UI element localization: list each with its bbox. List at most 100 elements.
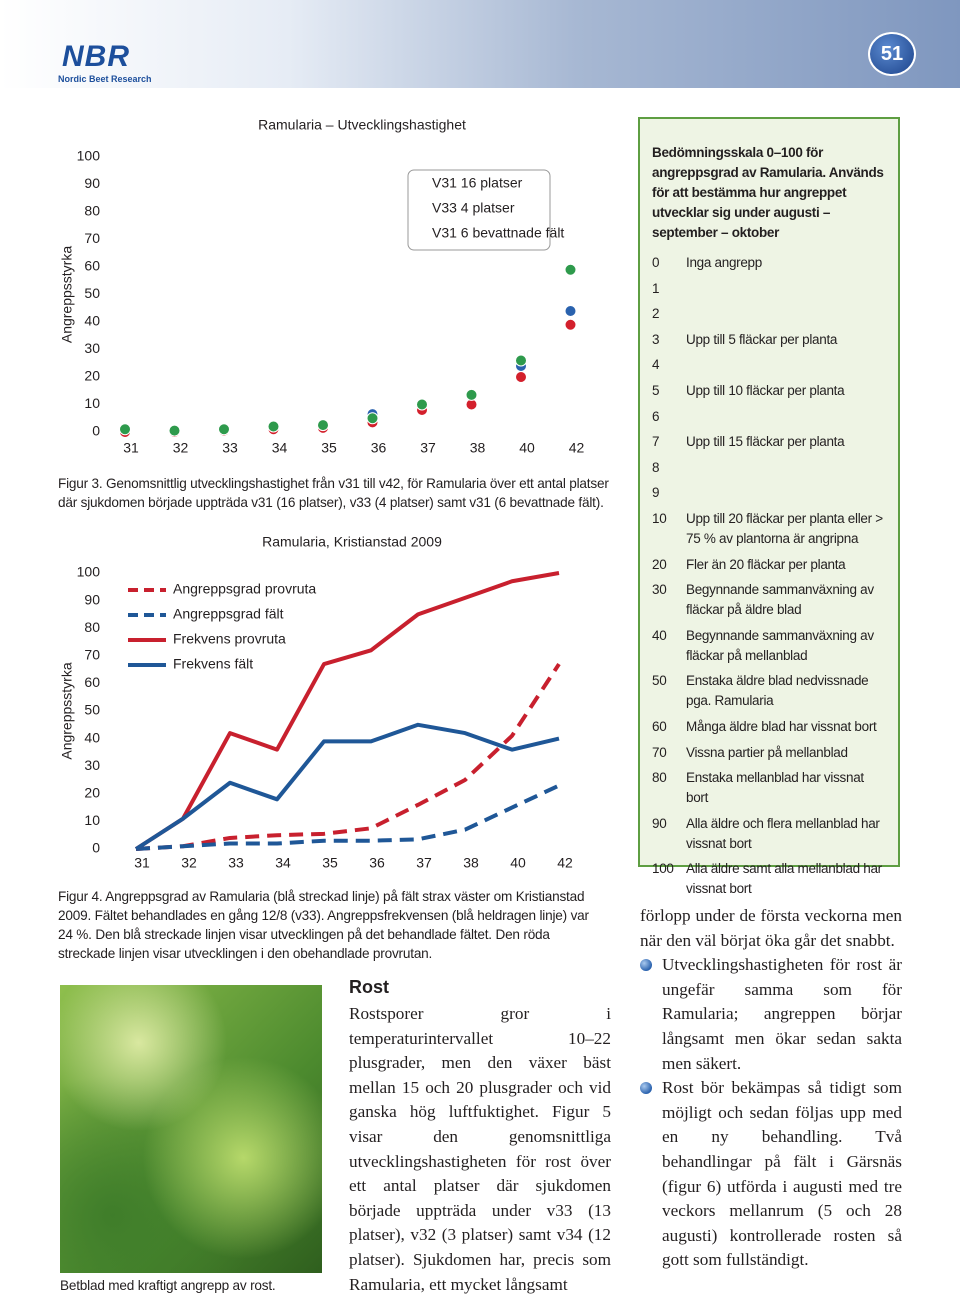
description: Alla äldre samt alla mellanblad har viss… [686,861,882,897]
y-tick-label: 20 [84,785,100,801]
y-tick-label: 90 [84,175,100,191]
score: 5 [652,382,660,398]
y-tick-label: 50 [84,702,100,718]
table-row: 80 Enstaka mellanblad har vissnat bort [652,768,886,814]
score: 7 [652,434,660,450]
x-tick-label: 32 [181,855,197,871]
table-row: 0 Inga angrepp [652,253,886,279]
data-point [416,398,428,411]
table-row: 8 [652,458,886,484]
y-tick-label: 40 [84,729,100,745]
score: 50 [652,673,667,689]
score: 1 [652,280,660,296]
score: 8 [652,459,660,475]
data-point [465,388,478,401]
table-row: 70 Vissna partier på mellanblad [652,743,886,769]
table-row: 100 Alla äldre samt alla mellanblad har v… [652,859,886,905]
score: 4 [652,357,660,373]
description: Upp till 10 fläckar per planta [686,382,845,398]
y-tick-label: 70 [84,230,100,246]
data-point [168,424,181,437]
legend-label: V31 16 platser [432,175,523,191]
legend-box [407,169,551,251]
legend-label: Frekvens fält [173,656,253,672]
table-row: 4 [652,355,886,381]
body-text: Rostsporer gror i temperaturintervallet … [349,1004,611,1294]
table-row: 20 Fler än 20 fläckar per planta [652,555,886,581]
x-tick-label: 31 [123,440,139,456]
photo [60,985,322,1273]
table-row: 7 Upp till 15 fläckar per planta [652,432,886,458]
score: 20 [652,556,667,572]
x-tick-label: 34 [275,855,291,871]
x-tick-label: 32 [173,440,189,456]
figure-caption: Figur 4. Angreppsgrad av Ramularia (blå … [58,889,589,961]
x-tick-label: 40 [519,440,535,456]
description: Många äldre blad har vissnat bort [686,718,877,734]
data-line [135,783,560,851]
logo: NBR [62,40,130,73]
y-tick-label: 90 [84,591,100,607]
description: Upp till 5 fläckar per planta [686,331,838,347]
data-point [317,419,329,432]
x-tick-label: 38 [470,440,486,456]
x-tick-label: 34 [272,440,288,456]
score: 80 [652,770,667,786]
bullet: Utvecklingshastigheten för rost är ungef… [640,953,902,1076]
score: 2 [652,306,660,322]
data-line [135,662,561,851]
description: Fler än 20 fläckar per planta [686,556,846,572]
y-tick-label: 60 [84,674,100,690]
x-tick-label: 37 [416,855,432,871]
score: 6 [652,408,660,424]
legend-label: V31 6 bevattnade fält [432,225,564,241]
description: Upp till 15 fläckar per planta [686,434,845,450]
charts: Ramularia – Utvecklingshastighet Angrepps… [59,117,585,871]
y-tick-label: 30 [84,340,100,356]
table-row: 5 Upp till 10 fläckar per planta [652,381,886,407]
description: Enstaka äldre blad nedvissnade pga. Ramu… [686,673,869,709]
y-tick-label: 10 [84,812,100,828]
y-axis-label: Angreppsstyrka [59,662,75,759]
x-tick-label: 35 [322,855,338,871]
y-tick-label: 80 [84,203,100,219]
scale-table: Bedömningsskala 0–100 för angreppsgrad a… [638,117,900,896]
y-tick-label: 60 [84,258,100,274]
table-title: Bedömningsskala 0–100 för angreppsgrad a… [652,145,884,240]
table-row: 30 Begynnande sammanväxning av fläckar på… [652,580,886,626]
data-point [119,423,131,436]
x-tick-label: 42 [569,440,585,456]
legend-label: Frekvens provruta [173,631,286,647]
data-line [134,722,560,851]
data-point [515,354,527,367]
x-tick-label: 33 [222,440,238,456]
x-tick-label: 38 [463,855,479,871]
y-tick-label: 40 [84,313,100,329]
x-tick-label: 33 [228,855,244,871]
figure-caption: Figur 3. Genomsnittlig utvecklingshastig… [58,476,609,510]
data-point [515,371,527,383]
y-tick-label: 20 [84,368,100,384]
score: 40 [652,627,667,643]
x-tick-label: 36 [371,440,387,456]
score: 30 [652,582,667,598]
data-line [134,571,560,851]
section-heading: Rost [349,977,389,997]
y-tick-label: 30 [84,757,100,773]
score: 0 [652,255,660,270]
x-tick-label: 31 [134,855,150,871]
x-tick-label: 42 [557,855,573,871]
page-number: 51 [868,32,916,76]
table-body: 0 Inga angrepp 1 2 3 Upp till 5 fläckar per p… [652,253,886,905]
data-point [366,412,379,425]
header-band [0,0,960,88]
table-row: 1 [652,279,886,305]
table-row: 50 Enstaka äldre blad nedvissnade pga. Ra… [652,671,886,717]
chart-title: Ramularia, Kristianstad 2009 [262,534,442,550]
y-tick-label: 100 [77,148,101,164]
chart-title: Ramularia – Utvecklingshastighet [258,117,466,133]
legend-label: Angreppsgrad provruta [173,581,316,597]
x-tick-label: 35 [321,440,337,456]
data-point [564,318,577,331]
y-axis-label: Angreppsstyrka [59,246,75,343]
